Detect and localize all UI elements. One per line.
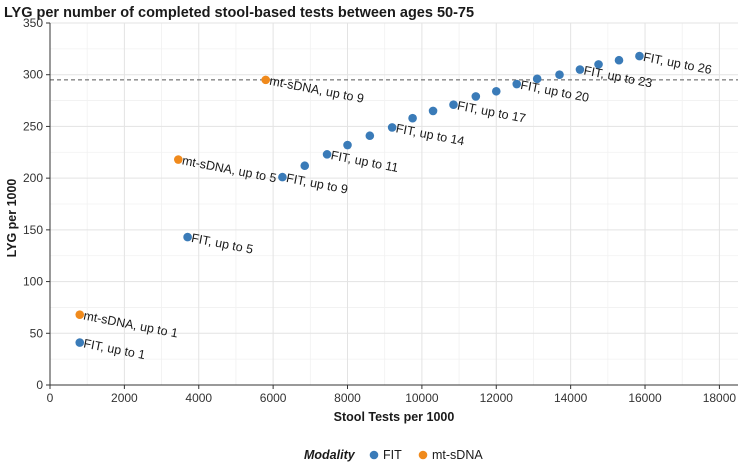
data-point-fit	[449, 100, 458, 110]
x-tick-label: 16000	[628, 391, 662, 405]
grid	[49, 22, 738, 386]
point-label-fit: FIT, up to 14	[395, 121, 466, 148]
point-label-mt-sdna: mt-sDNA, up to 9	[268, 74, 365, 106]
point-label-fit: FIT, up to 26	[642, 50, 713, 77]
data-point-mt-sdna	[261, 75, 270, 85]
data-point-mt-sdna	[174, 155, 183, 164]
y-tick-label: 50	[30, 326, 44, 340]
data-point-fit	[365, 131, 375, 141]
data-point-mt-sdna	[75, 310, 85, 319]
data-point-fit	[300, 161, 310, 171]
data-point-fit	[555, 70, 564, 80]
y-tick-label: 150	[23, 223, 43, 237]
data-points	[75, 51, 644, 347]
axes: 0 2000 4000 6000 8000 10000 12000 14000 16000 180…	[23, 16, 738, 405]
legend-label-fit: FIT	[383, 448, 402, 462]
legend-marker-mt-sdna	[418, 450, 428, 460]
point-label-mt-sdna: mt-sDNA, up to 1	[82, 309, 179, 341]
x-tick-label: 8000	[334, 391, 361, 405]
data-point-fit	[75, 338, 85, 347]
data-point-fit	[635, 51, 644, 61]
point-labels: FIT, up to 1 FIT, up to 5 FIT, up to 9 FIT,…	[82, 50, 713, 362]
point-label-mt-sdna: mt-sDNA, up to 5	[181, 153, 278, 185]
point-label-fit: FIT, up to 9	[285, 171, 349, 197]
y-tick-label: 200	[23, 171, 43, 185]
data-point-fit	[343, 140, 352, 150]
point-label-fit: FIT, up to 17	[456, 99, 527, 126]
data-point-fit	[183, 232, 192, 242]
data-point-fit	[278, 172, 287, 182]
data-point-fit	[512, 79, 522, 89]
x-tick-label: 14000	[554, 391, 588, 405]
x-tick-label: 0	[47, 391, 54, 405]
point-label-fit: FIT, up to 5	[190, 231, 254, 257]
data-point-fit	[322, 150, 332, 159]
y-axis-title: LYG per 1000	[5, 179, 19, 258]
x-tick-label: 4000	[185, 391, 212, 405]
data-point-fit	[408, 113, 417, 123]
y-tick-label: 250	[23, 119, 43, 133]
y-tick-label: 0	[36, 378, 43, 392]
data-point-fit	[471, 92, 481, 101]
chart-title: LYG per number of completed stool-based …	[4, 5, 474, 21]
x-tick-label: 6000	[260, 391, 287, 405]
point-label-fit: FIT, up to 1	[82, 336, 146, 362]
data-point-fit	[532, 74, 542, 84]
x-tick-label: 2000	[111, 391, 138, 405]
x-axis-title: Stool Tests per 1000	[334, 410, 455, 424]
legend: Modality FIT mt-sDNA	[304, 448, 483, 462]
data-point-fit	[614, 55, 624, 65]
x-tick-label: 12000	[480, 391, 514, 405]
point-label-fit: FIT, up to 23	[583, 63, 654, 90]
y-tick-label: 300	[23, 68, 43, 82]
data-point-fit	[491, 86, 501, 96]
y-tick-label: 350	[23, 16, 43, 30]
legend-label-mt-sdna: mt-sDNA	[432, 448, 483, 462]
y-tick-label: 100	[23, 275, 43, 289]
data-point-fit	[428, 106, 438, 116]
data-point-fit	[594, 60, 603, 69]
x-tick-label: 18000	[703, 391, 737, 405]
x-tick-label: 10000	[405, 391, 439, 405]
data-point-fit	[575, 65, 585, 74]
legend-marker-fit	[369, 450, 379, 460]
legend-title: Modality	[304, 448, 356, 462]
data-point-fit	[387, 123, 397, 132]
